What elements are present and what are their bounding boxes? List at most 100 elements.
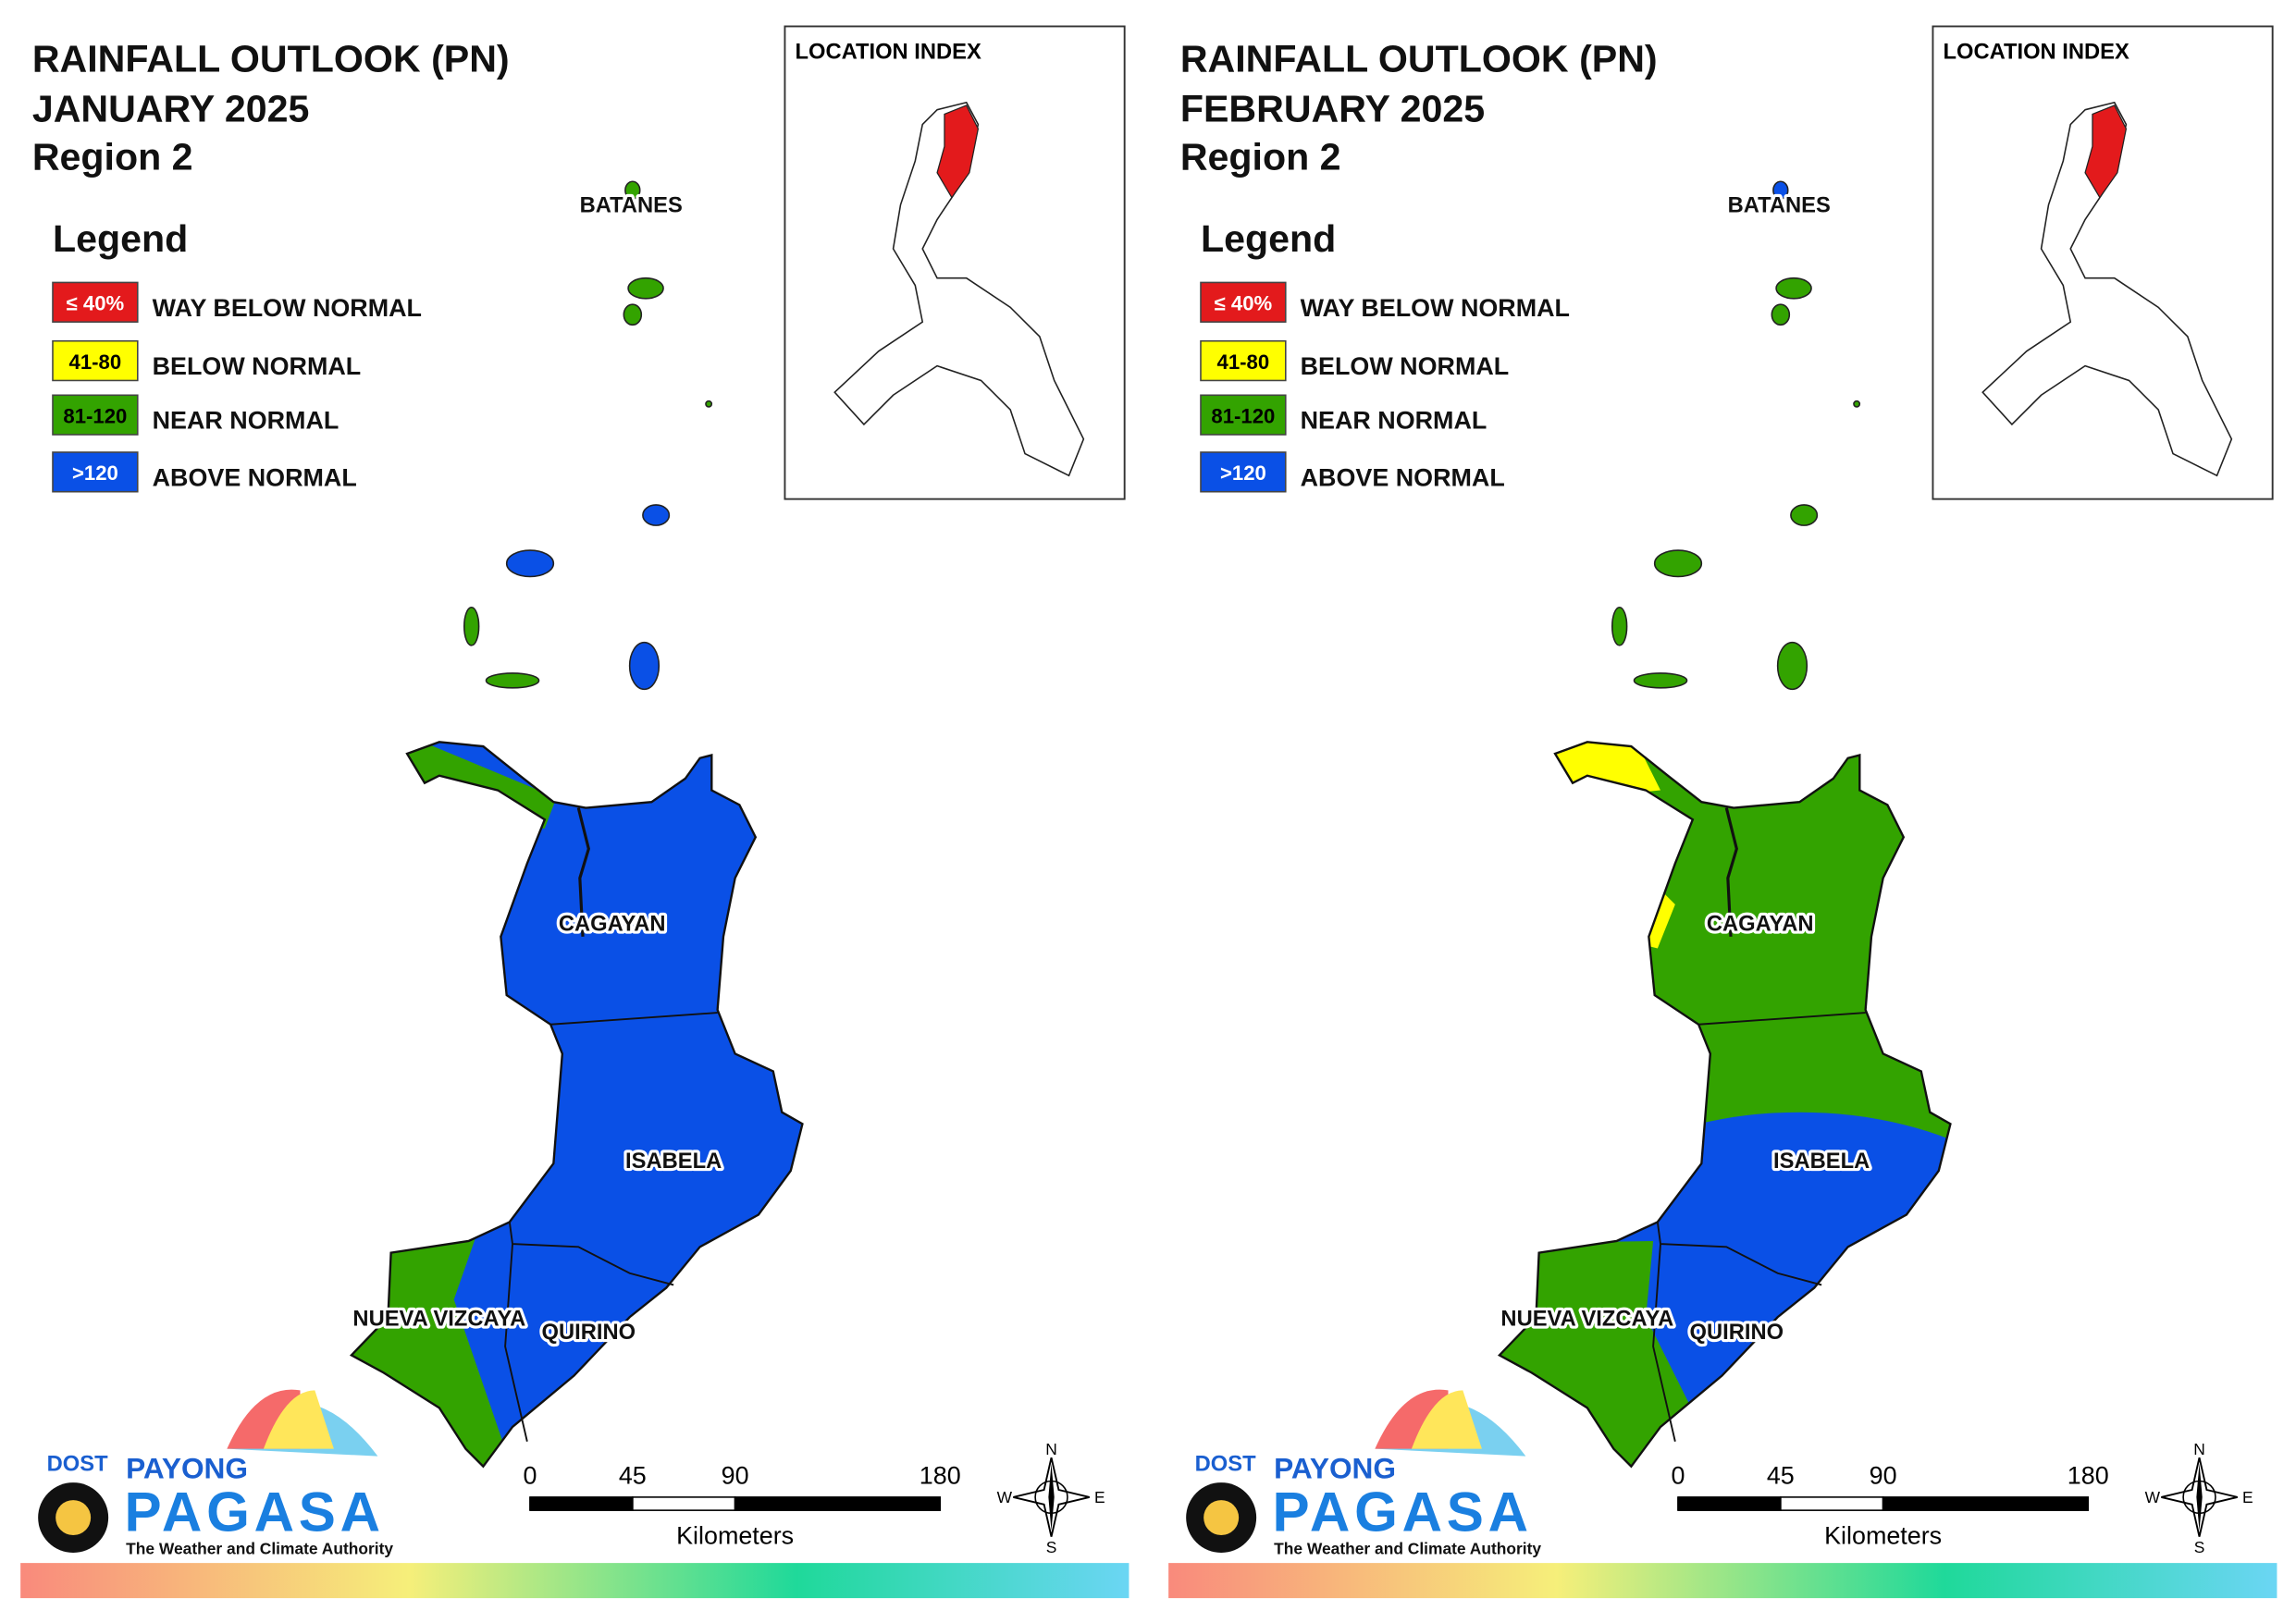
color-band bbox=[20, 1563, 1129, 1599]
island bbox=[627, 277, 664, 300]
boundary bbox=[550, 1012, 718, 1026]
province-label: NUEVA VIZCAYA bbox=[352, 1308, 525, 1332]
island bbox=[628, 641, 660, 691]
scale-label: 45 bbox=[619, 1462, 647, 1490]
legend-range: ≤ 40% bbox=[67, 291, 125, 314]
logo-name: PAYONG bbox=[126, 1451, 248, 1484]
scale-unit: Kilometers bbox=[1824, 1522, 1942, 1550]
panel: RAINFALL OUTLOOK (PN) FEBRUARY 2025 Region… bbox=[1168, 25, 2277, 1599]
legend-range: 41-80 bbox=[69, 350, 122, 374]
inset-title: LOCATION INDEX bbox=[796, 40, 981, 64]
legend-title: Legend bbox=[1201, 217, 1336, 260]
logo-name: PAGASA bbox=[1273, 1481, 1533, 1543]
logo-umbrella bbox=[263, 1390, 334, 1449]
compass-letter: S bbox=[2194, 1538, 2205, 1556]
province-label: CAGAYAN bbox=[1707, 912, 1814, 936]
legend-label: ABOVE NORMAL bbox=[153, 463, 357, 491]
month: FEBRUARY 2025 bbox=[1180, 87, 1485, 129]
legend-label: BELOW NORMAL bbox=[1301, 352, 1510, 380]
scale-label: 90 bbox=[1870, 1462, 1897, 1490]
compass-letter: N bbox=[1045, 1440, 1057, 1458]
island bbox=[1790, 504, 1819, 526]
island bbox=[1776, 641, 1808, 691]
compass-letter: S bbox=[1046, 1538, 1057, 1556]
legend-swatch bbox=[1200, 281, 1287, 323]
area bbox=[1528, 742, 1661, 803]
province-label: QUIRINO bbox=[1690, 1321, 1784, 1345]
logo-seal bbox=[1204, 1500, 1240, 1536]
province-label: ISABELA bbox=[1773, 1150, 1870, 1174]
logo-seal bbox=[56, 1500, 92, 1536]
logo-tagline: The Weather and Climate Authority bbox=[1274, 1540, 1541, 1558]
area bbox=[380, 742, 557, 829]
legend-swatch bbox=[52, 451, 139, 493]
scale-label: 180 bbox=[2068, 1462, 2109, 1490]
scale-segment bbox=[529, 1496, 634, 1511]
region: Region 2 bbox=[1180, 136, 1341, 178]
province-label: ISABELA bbox=[625, 1150, 722, 1174]
island bbox=[623, 303, 643, 326]
island bbox=[1633, 672, 1688, 689]
island bbox=[463, 606, 480, 646]
inset-title: LOCATION INDEX bbox=[1944, 40, 2129, 64]
scale-label: 90 bbox=[722, 1462, 749, 1490]
compass-letter: N bbox=[2193, 1440, 2205, 1458]
legend-swatch bbox=[52, 394, 139, 436]
compass-letter: W bbox=[997, 1488, 1013, 1506]
island bbox=[705, 400, 713, 408]
area bbox=[1646, 892, 1675, 949]
boundary bbox=[1724, 807, 1738, 937]
compass-star bbox=[2196, 1463, 2203, 1531]
compass-star bbox=[1048, 1463, 1055, 1531]
legend-swatch bbox=[1200, 394, 1287, 436]
compass-letter: E bbox=[1094, 1488, 1105, 1506]
province-label: NUEVA VIZCAYA bbox=[1500, 1308, 1673, 1332]
logo-tagline: The Weather and Climate Authority bbox=[126, 1540, 393, 1558]
province-label: BATANES bbox=[580, 193, 683, 217]
island bbox=[1611, 606, 1628, 646]
island bbox=[485, 672, 540, 689]
island bbox=[1853, 400, 1861, 408]
scale-label: 45 bbox=[1767, 1462, 1795, 1490]
legend-label: NEAR NORMAL bbox=[1301, 407, 1487, 435]
scale-label: 0 bbox=[524, 1462, 537, 1490]
scale-label: 0 bbox=[1672, 1462, 1685, 1490]
logo-name: PAYONG bbox=[1274, 1451, 1396, 1484]
outline bbox=[349, 741, 804, 1469]
scale-label: 180 bbox=[920, 1462, 961, 1490]
boundary bbox=[1652, 1222, 1822, 1442]
legend-label: WAY BELOW NORMAL bbox=[1301, 294, 1570, 322]
boundary bbox=[1698, 1012, 1866, 1026]
legend-label: WAY BELOW NORMAL bbox=[153, 294, 422, 322]
compass-ring bbox=[2182, 1480, 2216, 1515]
province-label: QUIRINO bbox=[542, 1321, 636, 1345]
legend-range: >120 bbox=[72, 461, 118, 485]
region: Region 2 bbox=[32, 136, 193, 178]
legend-swatch bbox=[1200, 339, 1287, 382]
legend-range: 81-120 bbox=[63, 404, 127, 427]
compass-letter: E bbox=[2242, 1488, 2253, 1506]
province-label: BATANES bbox=[1728, 193, 1831, 217]
logo-umbrella bbox=[1411, 1390, 1482, 1449]
compass-ring bbox=[1034, 1480, 1068, 1515]
title: RAINFALL OUTLOOK (PN) bbox=[32, 38, 510, 80]
panel: RAINFALL OUTLOOK (PN) JANUARY 2025 Region … bbox=[20, 25, 1129, 1599]
color-band bbox=[1168, 1563, 2277, 1599]
legend-range: 81-120 bbox=[1211, 404, 1275, 427]
legend-swatch bbox=[52, 281, 139, 323]
legend-range: 41-80 bbox=[1217, 350, 1270, 374]
island bbox=[1653, 549, 1703, 578]
island bbox=[1775, 277, 1812, 300]
legend-title: Legend bbox=[53, 217, 188, 260]
scale-segment bbox=[1882, 1496, 2090, 1511]
inset-country bbox=[1981, 101, 2233, 477]
area bbox=[351, 742, 803, 1467]
outline bbox=[1497, 741, 1952, 1469]
logo-org: DOST bbox=[1195, 1452, 1256, 1476]
title: RAINFALL OUTLOOK (PN) bbox=[1180, 38, 1658, 80]
province-label: CAGAYAN bbox=[559, 912, 666, 936]
inset-country bbox=[833, 101, 1085, 477]
island bbox=[624, 180, 641, 201]
month: JANUARY 2025 bbox=[32, 87, 310, 129]
